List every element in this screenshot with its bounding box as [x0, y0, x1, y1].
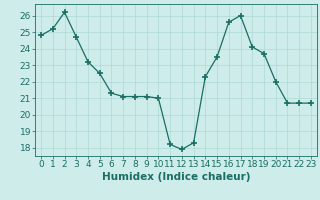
X-axis label: Humidex (Indice chaleur): Humidex (Indice chaleur)	[102, 172, 250, 182]
